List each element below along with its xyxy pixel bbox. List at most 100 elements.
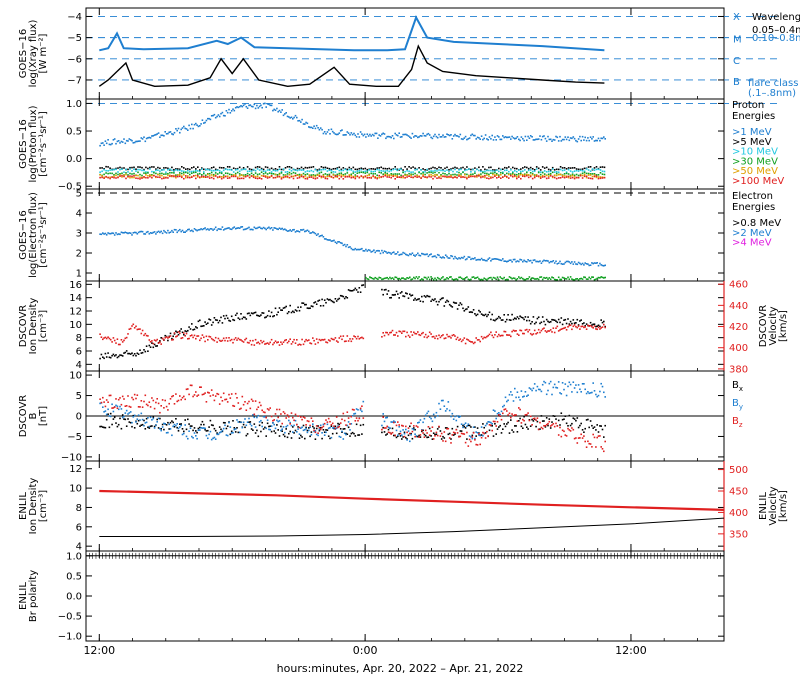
series-point-proton-1 <box>376 167 378 169</box>
series-point-bfield-0 <box>266 422 269 425</box>
series-point-electron-1 <box>464 277 467 279</box>
series-point-density_velocity-1 <box>260 339 262 342</box>
series-point-proton-0 <box>526 139 528 141</box>
y2-tick-label-density_velocity-4: 460 <box>729 280 748 291</box>
series-point-proton-5 <box>310 176 313 178</box>
series-point-bfield-0 <box>545 417 548 419</box>
series-point-electron-0 <box>354 247 357 250</box>
series-point-density_velocity-1 <box>111 341 113 343</box>
series-point-proton-0 <box>447 134 450 136</box>
series-point-electron-0 <box>234 227 237 230</box>
series-point-proton-2 <box>212 169 215 172</box>
series-point-bfield-0 <box>325 429 327 431</box>
series-point-proton-0 <box>417 136 419 139</box>
series-point-bfield-2 <box>394 434 396 437</box>
series-point-electron-1 <box>515 279 517 281</box>
series-point-proton-4 <box>533 175 536 177</box>
series-point-proton-1 <box>422 168 424 170</box>
series-point-electron-0 <box>208 229 210 231</box>
series-point-proton-3 <box>376 174 378 177</box>
series-point-electron-1 <box>373 278 375 280</box>
series-point-bfield-1 <box>487 421 489 423</box>
series-point-bfield-2 <box>495 425 497 427</box>
series-point-proton-1 <box>490 166 492 169</box>
series-point-bfield-2 <box>390 433 392 435</box>
series-point-proton-4 <box>308 174 311 176</box>
series-point-proton-3 <box>342 173 345 176</box>
series-point-density_velocity-0 <box>173 333 176 335</box>
series-point-electron-1 <box>498 279 500 281</box>
series-point-proton-0 <box>111 142 113 145</box>
series-point-bfield-2 <box>548 420 551 423</box>
series-point-density_velocity-1 <box>591 326 593 328</box>
series-point-proton-0 <box>292 118 294 120</box>
series-point-bfield-2 <box>438 425 440 428</box>
series-point-electron-0 <box>596 262 598 264</box>
series-point-proton-5 <box>133 174 135 177</box>
series-point-electron-0 <box>176 231 178 234</box>
series-point-bfield-1 <box>424 414 427 417</box>
series-point-bfield-0 <box>560 412 563 414</box>
series-point-density_velocity-0 <box>351 289 354 292</box>
series-point-bfield-2 <box>102 396 104 399</box>
series-point-proton-2 <box>105 169 107 172</box>
series-point-bfield-0 <box>507 421 509 424</box>
series-point-bfield-2 <box>428 434 431 436</box>
series-point-proton-2 <box>135 170 137 172</box>
series-point-electron-0 <box>459 257 462 260</box>
series-point-density_velocity-1 <box>252 339 254 342</box>
series-point-electron-1 <box>563 277 565 279</box>
series-point-electron-0 <box>266 227 269 229</box>
series-point-bfield-0 <box>543 420 545 422</box>
series-point-electron-1 <box>601 276 604 279</box>
series-point-electron-0 <box>191 229 193 232</box>
series-point-proton-2 <box>522 170 524 172</box>
series-point-proton-5 <box>264 176 267 178</box>
series-point-proton-0 <box>507 136 509 139</box>
series-point-proton-1 <box>599 166 602 168</box>
series-point-proton-0 <box>444 136 447 138</box>
series-point-bfield-1 <box>325 431 327 434</box>
series-point-bfield-1 <box>208 433 210 436</box>
series-point-density_velocity-0 <box>195 326 197 328</box>
series-point-bfield-2 <box>387 431 390 434</box>
series-point-bfield-2 <box>105 399 108 401</box>
series-point-proton-1 <box>374 168 376 170</box>
series-point-proton-4 <box>338 174 341 177</box>
series-point-density_velocity-1 <box>199 339 201 342</box>
series-point-electron-0 <box>168 232 170 234</box>
series-point-bfield-0 <box>600 425 602 427</box>
series-point-bfield-2 <box>431 426 434 428</box>
series-point-bfield-2 <box>252 400 254 402</box>
series-point-electron-1 <box>410 278 412 281</box>
series-point-bfield-2 <box>588 442 590 445</box>
series-point-electron-0 <box>531 261 533 264</box>
series-point-density_velocity-0 <box>234 314 237 316</box>
series-point-proton-5 <box>99 176 101 179</box>
series-point-bfield-1 <box>478 434 480 436</box>
series-point-proton-2 <box>242 168 245 171</box>
series-point-bfield-2 <box>551 424 553 426</box>
series-point-proton-5 <box>207 176 209 178</box>
series-point-electron-0 <box>144 233 147 235</box>
series-point-proton-2 <box>226 168 229 171</box>
series-point-bfield-0 <box>210 424 213 426</box>
series-point-electron-1 <box>440 277 443 279</box>
series-point-proton-1 <box>543 167 546 169</box>
series-point-electron-1 <box>603 277 605 279</box>
series-point-bfield-0 <box>353 432 355 435</box>
series-point-density_velocity-1 <box>551 331 553 333</box>
series-point-proton-1 <box>137 166 139 168</box>
series-point-proton-0 <box>245 105 248 108</box>
series-point-proton-1 <box>250 168 253 171</box>
series-point-bfield-1 <box>217 433 220 435</box>
series-point-proton-3 <box>474 172 476 174</box>
series-point-density_velocity-0 <box>516 316 519 318</box>
series-point-proton-3 <box>195 171 197 174</box>
series-point-proton-0 <box>464 135 467 138</box>
series-point-electron-1 <box>553 278 556 281</box>
series-point-bfield-1 <box>587 391 589 393</box>
series-point-bfield-0 <box>213 427 216 430</box>
series-point-electron-0 <box>264 227 266 230</box>
series-point-density_velocity-1 <box>569 324 572 326</box>
